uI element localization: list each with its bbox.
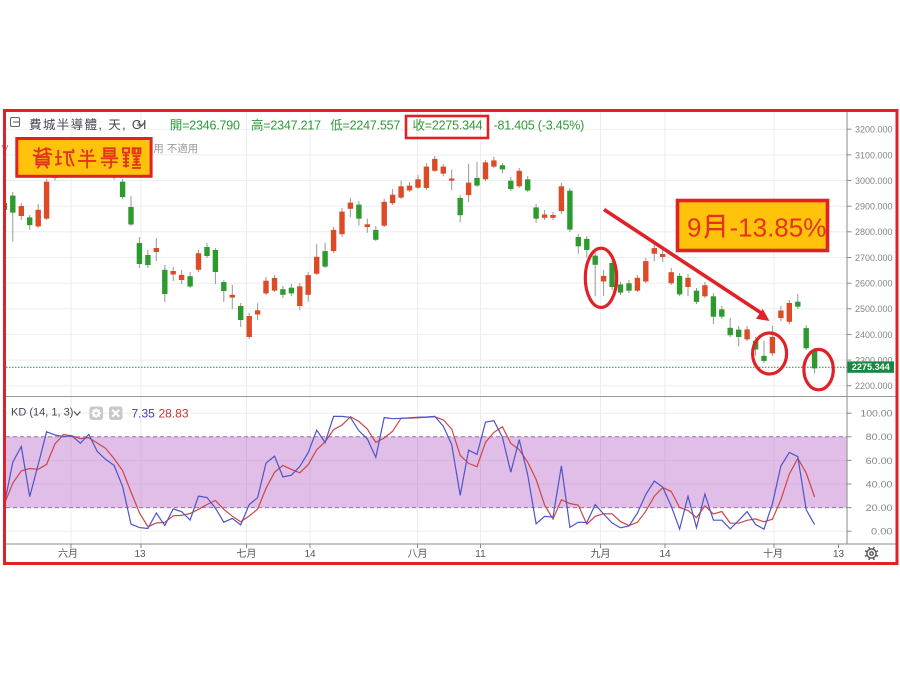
svg-text:2800.000: 2800.000 (855, 227, 893, 238)
svg-text:3000.000: 3000.000 (855, 176, 893, 187)
svg-text:2275.344: 2275.344 (852, 362, 891, 373)
svg-text:20.00: 20.00 (866, 503, 893, 514)
svg-text:11: 11 (475, 549, 486, 560)
svg-text:六月: 六月 (58, 548, 78, 560)
svg-text:13: 13 (833, 549, 845, 560)
svg-text:KD (14, 1, 3): KD (14, 1, 3) (11, 407, 73, 419)
svg-text:-13.85%: -13.85% (730, 213, 827, 243)
svg-text:7.35: 7.35 (132, 406, 156, 420)
svg-text:80.00: 80.00 (866, 432, 893, 443)
svg-text:-81.405 (-3.45%): -81.405 (-3.45%) (494, 119, 585, 133)
svg-text:七月: 七月 (237, 548, 257, 560)
svg-text:2400.000: 2400.000 (855, 330, 893, 341)
svg-text:八月: 八月 (408, 548, 428, 560)
svg-text:0.00: 0.00 (871, 527, 893, 538)
svg-text:13: 13 (134, 549, 146, 560)
svg-text:用 不適用: 用 不適用 (153, 142, 198, 155)
svg-text:3200.000: 3200.000 (855, 125, 893, 136)
svg-text:14: 14 (659, 549, 671, 560)
svg-text:開=2346.790: 開=2346.790 (170, 119, 240, 133)
svg-text:低=2247.557: 低=2247.557 (330, 119, 400, 133)
svg-text:2900.000: 2900.000 (855, 202, 893, 213)
svg-text:100.00: 100.00 (860, 409, 892, 420)
svg-text:2500.000: 2500.000 (855, 304, 893, 315)
svg-text:40.00: 40.00 (866, 479, 893, 490)
svg-text:2700.000: 2700.000 (855, 253, 893, 264)
svg-text:3100.000: 3100.000 (855, 150, 893, 161)
svg-text:60.00: 60.00 (866, 456, 893, 467)
svg-text:2200.000: 2200.000 (855, 381, 893, 392)
svg-text:2600.000: 2600.000 (855, 279, 893, 290)
svg-text:2300.000: 2300.000 (855, 356, 893, 367)
svg-text:14: 14 (304, 549, 316, 560)
svg-text:費城半導體, 天, GI: 費城半導體, 天, GI (29, 117, 148, 132)
svg-text:十月: 十月 (763, 547, 783, 560)
svg-text:收=2275.344: 收=2275.344 (413, 119, 483, 133)
svg-text:九月: 九月 (591, 548, 611, 560)
svg-text:9: 9 (687, 213, 701, 243)
svg-text:高=2347.217: 高=2347.217 (251, 118, 321, 133)
svg-text:28.83: 28.83 (159, 406, 189, 420)
